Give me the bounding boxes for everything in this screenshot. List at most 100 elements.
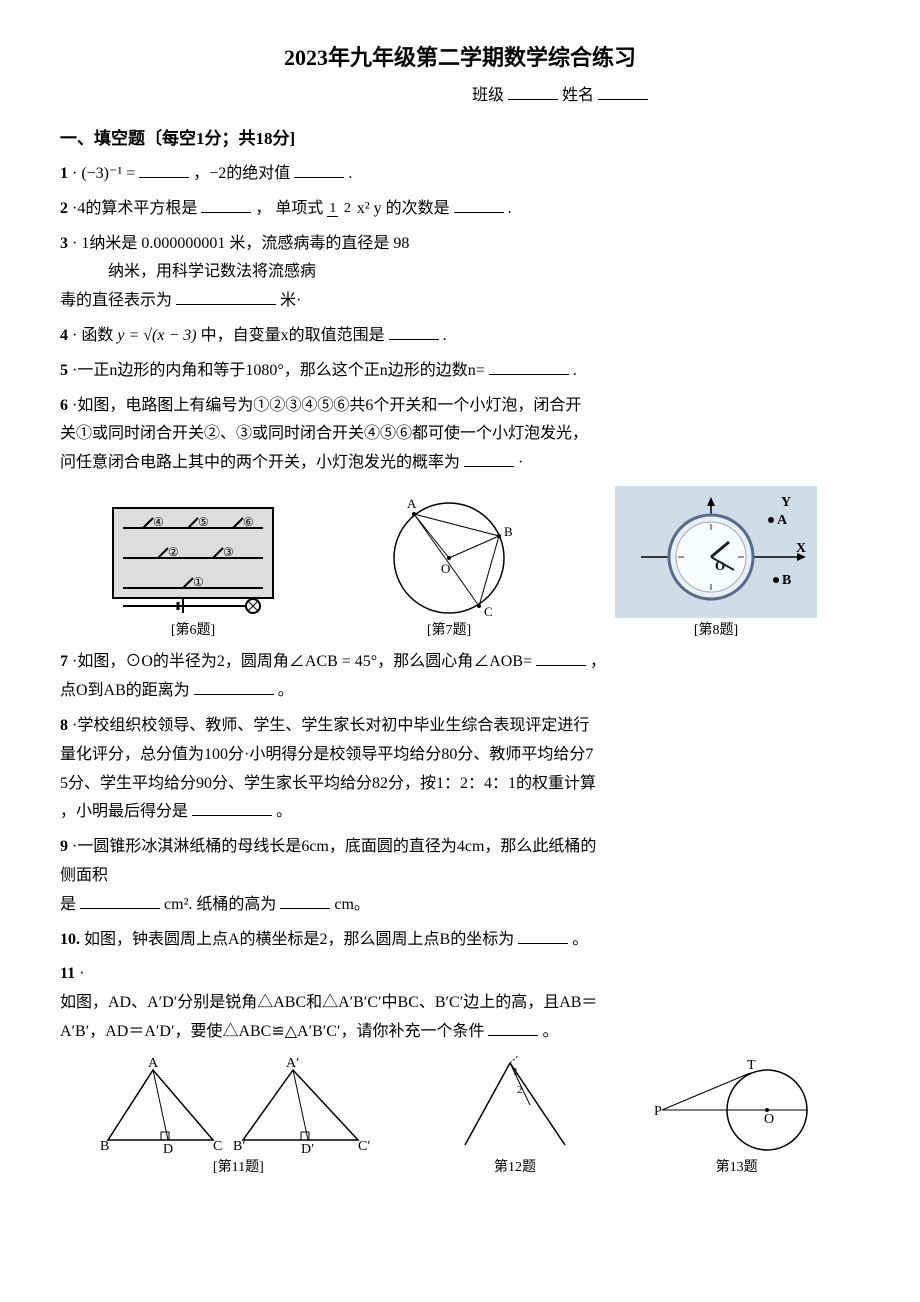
q10-num: 10. xyxy=(60,931,80,948)
q4-c: . xyxy=(443,327,447,344)
svg-text:⑥: ⑥ xyxy=(243,515,254,529)
q11-line2a: A′B′，AD＝A′D′，要使△ABC≌△A′B′C′，请你补充一个条件 xyxy=(60,1023,484,1040)
q10-b: 。 xyxy=(572,931,588,948)
q5-a: ·一正n边形的内角和等于1080°，那么这个正n边形的边数n= xyxy=(72,362,485,379)
q11-dot: · xyxy=(79,965,84,982)
q9-num: 9 xyxy=(60,838,68,855)
q9-line3a: 是 xyxy=(60,896,76,913)
q5-blank xyxy=(489,358,569,375)
q2-d: . xyxy=(508,200,512,217)
svg-text:T: T xyxy=(747,1058,756,1073)
circle-angle-diagram: O A B C xyxy=(369,488,529,618)
q11-line1: 如图，AD、A′D′分别是锐角△ABC和△A′B′C′中BC、B′C′边上的高，… xyxy=(60,994,597,1011)
q4-b: 中，自变量x的取值范围是 xyxy=(201,327,385,344)
svg-text:②: ② xyxy=(168,545,179,559)
q11-line2b: 。 xyxy=(542,1023,558,1040)
q1-b: ，−2的绝对值 xyxy=(193,165,290,182)
q4-num: 4 xyxy=(60,327,68,344)
q8-blank xyxy=(192,799,272,816)
q7-b: ， xyxy=(590,653,606,670)
q9-blank1 xyxy=(80,892,160,909)
q9-line2: 侧面积 xyxy=(60,867,108,884)
fig8-caption: [第8题] xyxy=(615,620,817,642)
figure-13-block: P T O 第13题 xyxy=(652,1055,822,1179)
subtitle-row: 班级 姓名 xyxy=(260,83,860,109)
q6-line3b: · xyxy=(518,454,523,471)
q8-line4a: ，小明最后得分是 xyxy=(60,803,188,820)
question-4: 4 · 函数 y = √(x − 3) 中，自变量x的取值范围是 . xyxy=(60,322,860,351)
svg-text:P: P xyxy=(654,1104,662,1119)
question-7: 7 ·如图，⊙O的半径为2，圆周角∠ACB = 45°，那么圆心角∠AOB= ，… xyxy=(60,648,860,706)
q3-num: 3 xyxy=(60,235,68,252)
svg-text:A: A xyxy=(777,513,788,528)
q8-line1: ·学校组织校领导、教师、学生、学生家长对初中毕业生综合表现评定进行 xyxy=(72,717,589,734)
q7-a: ·如图，⊙O的半径为2，圆周角∠ACB = 45°，那么圆心角∠AOB= xyxy=(72,653,532,670)
svg-text:X: X xyxy=(796,541,806,556)
class-blank xyxy=(508,83,558,100)
svg-text:O: O xyxy=(764,1112,774,1127)
figures-row-2: A B C D A′ B′ C′ D′ [第11题] 1 2 第12题 xyxy=(60,1055,860,1179)
svg-text:B: B xyxy=(782,573,791,588)
svg-text:Y: Y xyxy=(781,495,791,510)
clock-box: Y X O A B xyxy=(615,486,817,618)
question-1: 1 · (−3)⁻¹ = ，−2的绝对值 . xyxy=(60,160,860,189)
svg-text:1: 1 xyxy=(513,1066,519,1078)
q11-num: 11 xyxy=(60,965,75,982)
question-6: 6 ·如图，电路图上有编号为①②③④⑤⑥共6个开关和一个小灯泡，闭合开 关①或同… xyxy=(60,392,860,478)
q2-frac: 1 2 xyxy=(327,201,353,216)
question-10: 10. 如图，钟表圆周上点A的横坐标是2，那么圆周上点B的坐标为 。 xyxy=(60,926,860,955)
svg-text:①: ① xyxy=(193,575,204,589)
q10-a: 如图，钟表圆周上点A的横坐标是2，那么圆周上点B的坐标为 xyxy=(84,931,514,948)
svg-text:C′: C′ xyxy=(358,1139,370,1154)
q6-line1: ·如图，电路图上有编号为①②③④⑤⑥共6个开关和一个小灯泡，闭合开 xyxy=(72,397,581,414)
q2-c: x² y 的次数是 xyxy=(357,200,450,217)
q2-a: ·4的算术平方根是 xyxy=(72,200,197,217)
q3-line2: 纳米，用科学记数法将流感病 xyxy=(60,263,316,280)
question-5: 5 ·一正n边形的内角和等于1080°，那么这个正n边形的边数n= . xyxy=(60,357,860,386)
q9-blank2 xyxy=(280,892,330,909)
q2-num: 2 xyxy=(60,200,68,217)
q3-line1: · 1纳米是 0.000000001 米，流感病毒的直径是 98 xyxy=(72,235,409,252)
svg-text:C: C xyxy=(484,604,493,618)
q6-line2: 关①或同时闭合开关②、③或同时闭合开关④⑤⑥都可使一个小灯泡发光， xyxy=(60,425,588,442)
question-2: 2 ·4的算术平方根是 ， 单项式 1 2 x² y 的次数是 . xyxy=(60,195,860,224)
q9-line1: ·一圆锥形冰淇淋纸桶的母线长是6cm，底面圆的直径为4cm，那么此纸桶的 xyxy=(72,838,596,855)
figure-8-block: Y X O A B xyxy=(615,486,817,642)
svg-text:C: C xyxy=(213,1139,222,1154)
fig12-caption: 第12题 xyxy=(455,1157,575,1179)
q2-blank1 xyxy=(201,196,251,213)
name-blank xyxy=(598,83,648,100)
q4-a: · 函数 xyxy=(72,327,113,344)
q3-blank xyxy=(176,288,276,305)
section-1-header: 一、填空题〔每空1分；共18分] xyxy=(60,125,860,152)
svg-text:B: B xyxy=(504,524,513,539)
figure-6-block: ④ ⑤ ⑥ ② ③ ① [第6题] xyxy=(103,498,283,642)
page-title: 2023年九年级第二学期数学综合练习 xyxy=(60,40,860,75)
q1-c: . xyxy=(348,165,352,182)
svg-text:D: D xyxy=(163,1142,173,1155)
svg-text:B: B xyxy=(100,1139,109,1154)
q5-num: 5 xyxy=(60,362,68,379)
name-label: 姓名 xyxy=(562,87,594,104)
q7-blank1 xyxy=(536,649,586,666)
q1-num: 1 xyxy=(60,165,68,182)
q2-frac-num: 1 xyxy=(327,201,338,217)
clock-diagram: Y X O A B xyxy=(621,492,811,612)
question-3: 3 · 1纳米是 0.000000001 米，流感病毒的直径是 98 纳米，用科… xyxy=(60,230,860,316)
question-9: 9 ·一圆锥形冰淇淋纸桶的母线长是6cm，底面圆的直径为4cm，那么此纸桶的 侧… xyxy=(60,833,860,919)
svg-text:B′: B′ xyxy=(233,1139,245,1154)
fig6-caption: [第6题] xyxy=(103,620,283,642)
q7-line2a: 点O到AB的距离为 xyxy=(60,682,190,699)
q11-blank xyxy=(488,1019,538,1036)
q5-b: . xyxy=(573,362,577,379)
figures-row-1: ④ ⑤ ⑥ ② ③ ① [第6题] O A xyxy=(60,486,860,642)
q4-blank xyxy=(389,323,439,340)
q9-line3c: cm。 xyxy=(334,896,370,913)
svg-text:⑤: ⑤ xyxy=(198,515,209,529)
fig13-caption: 第13题 xyxy=(652,1157,822,1179)
q7-blank2 xyxy=(194,678,274,695)
congruent-triangles-diagram: A B C D A′ B′ C′ D′ xyxy=(98,1055,378,1155)
fig7-caption: [第7题] xyxy=(369,620,529,642)
q10-blank xyxy=(518,927,568,944)
q6-blank xyxy=(464,450,514,467)
